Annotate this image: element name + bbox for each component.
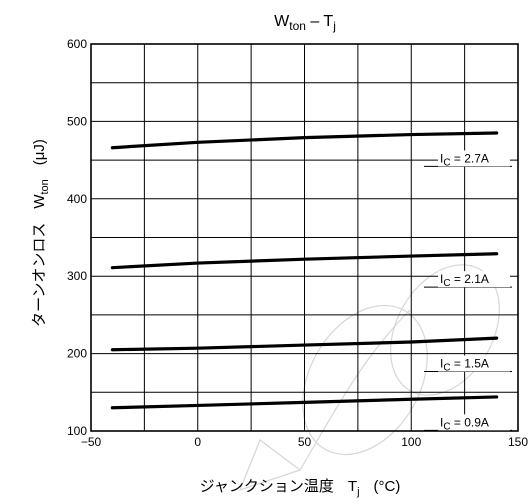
curve-label: IC = 0.9A — [440, 415, 489, 432]
grid — [91, 44, 518, 431]
x-tick-label: 100 — [401, 435, 421, 449]
series-line — [110, 336, 499, 352]
curve-label-bg — [438, 414, 510, 431]
curve-labels: IC = 2.7A IC = 2.1A IC = 1.5A IC = 0.9A — [424, 150, 512, 432]
x-tick-label: 50 — [298, 435, 312, 449]
x-tick-label: 0 — [194, 435, 201, 449]
y-axis-title: ターンオンロスWton(μJ) — [31, 139, 51, 327]
y-tick-label: 400 — [67, 192, 87, 206]
y-tick-label: 100 — [67, 424, 87, 438]
y-axis-ticks: 100 200 300 400 500 600 — [67, 37, 87, 438]
curve-label: IC = 2.7A — [440, 151, 489, 168]
x-axis-title: ジャンクション温度 Tj (°C) — [200, 478, 401, 498]
series-line — [110, 252, 499, 270]
y-tick-label: 600 — [67, 37, 87, 51]
y-tick-label: 500 — [67, 114, 87, 128]
series-line — [110, 131, 499, 150]
plot-area — [90, 43, 519, 432]
curve-label-bg — [438, 150, 510, 167]
curve-label: IC = 2.1A — [440, 272, 489, 289]
x-tick-label: −50 — [81, 435, 102, 449]
curve-label-bg — [438, 355, 510, 372]
curve-label-bg — [438, 271, 510, 288]
x-axis-ticks: −50 0 50 100 150 — [81, 435, 528, 449]
series-group — [110, 131, 499, 410]
x-tick-label: 150 — [508, 435, 528, 449]
series-line — [110, 395, 499, 410]
y-tick-label: 200 — [67, 347, 87, 361]
curve-label: IC = 1.5A — [440, 357, 489, 374]
chart-title: Wton – Tj — [274, 13, 336, 33]
watermark — [238, 264, 500, 491]
y-tick-label: 300 — [67, 269, 87, 283]
